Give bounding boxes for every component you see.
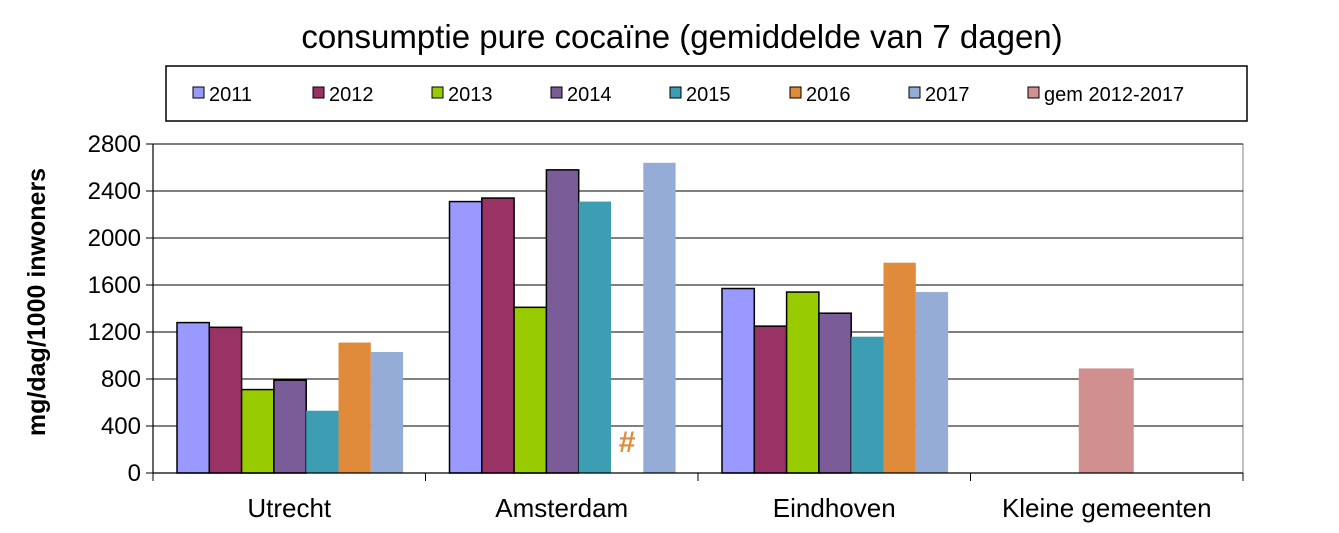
bar-utrecht-2011 bbox=[176, 321, 211, 474]
legend-swatch-2012 bbox=[312, 86, 325, 99]
category-label-eindhoven: Eindhoven bbox=[773, 493, 896, 523]
bar-utrecht-2015 bbox=[306, 410, 339, 473]
annotations: # bbox=[619, 426, 636, 459]
y-axis-label: mg/dag/1000 inwoners bbox=[23, 168, 51, 436]
bar-eindhoven-2012 bbox=[753, 325, 788, 474]
y-tick-label: 1200 bbox=[88, 319, 141, 346]
bar-amsterdam-2017 bbox=[643, 162, 676, 474]
y-tick-label: 2400 bbox=[88, 178, 141, 205]
legend-swatch-2011 bbox=[192, 86, 205, 99]
legend-label-2011: 2011 bbox=[209, 84, 252, 106]
y-tick-labels: 0 400 800 1200 1600 2000 2400 2800 bbox=[88, 131, 141, 487]
y-tick-label: 0 bbox=[128, 460, 141, 487]
bar-amsterdam-2011 bbox=[448, 200, 483, 474]
bar-eindhoven-2013 bbox=[785, 291, 820, 474]
bar-eindhoven-2017 bbox=[915, 292, 949, 473]
legend-swatch-2015 bbox=[669, 86, 682, 99]
x-category-labels: Utrecht Amsterdam Eindhoven Kleine gemeente… bbox=[247, 493, 1211, 523]
legend-label-gem-2012-2017: gem 2012-2017 bbox=[1044, 84, 1184, 106]
bar-utrecht-2016 bbox=[338, 342, 371, 473]
y-tick-label: 2000 bbox=[88, 225, 141, 252]
legend-label-2016: 2016 bbox=[806, 84, 851, 106]
y-tick-label: 2800 bbox=[88, 131, 141, 158]
category-label-amsterdam: Amsterdam bbox=[495, 493, 628, 523]
axes bbox=[146, 143, 1244, 481]
legend-box bbox=[165, 65, 1248, 122]
legend-swatch-2014 bbox=[550, 86, 563, 99]
legend-swatch-2016 bbox=[789, 86, 802, 99]
bar-amsterdam-2012 bbox=[481, 197, 515, 474]
chart-title: consumptie pure cocaïne (gemiddelde van … bbox=[301, 18, 1062, 55]
y-tick-label: 400 bbox=[101, 413, 141, 440]
legend-label-2012: 2012 bbox=[329, 84, 374, 106]
bar-utrecht-2017 bbox=[370, 351, 404, 473]
legend: 2011 2012 2013 2014 2015 2016 2017 gem 2012-201… bbox=[192, 84, 1184, 106]
category-label-kleine-gemeenten: Kleine gemeenten bbox=[1002, 493, 1212, 523]
legend-label-2014: 2014 bbox=[567, 84, 612, 106]
bar-utrecht-2012 bbox=[208, 326, 243, 474]
bar-utrecht-2013 bbox=[240, 388, 275, 474]
bar-utrecht-2014 bbox=[273, 379, 307, 474]
bar-eindhoven-2016 bbox=[883, 262, 916, 473]
legend-label-2013: 2013 bbox=[448, 84, 493, 106]
bar-amsterdam-2014 bbox=[545, 169, 580, 474]
category-label-utrecht: Utrecht bbox=[247, 493, 332, 523]
bar-amsterdam-2013 bbox=[513, 306, 548, 474]
y-tick-label: 800 bbox=[101, 366, 141, 393]
bar-eindhoven-2014 bbox=[818, 312, 852, 474]
bar-kleine-gemeenten-gem-2012-2017 bbox=[1078, 368, 1134, 473]
bar-amsterdam-2015 bbox=[578, 201, 611, 473]
legend-label-2017: 2017 bbox=[925, 84, 970, 106]
bar-eindhoven-2015 bbox=[851, 336, 884, 473]
bar-eindhoven-2011 bbox=[721, 287, 756, 474]
legend-swatch-2017 bbox=[908, 86, 921, 99]
y-tick-label: 1600 bbox=[88, 272, 141, 299]
annotation-missing-marker: # bbox=[619, 426, 636, 459]
legend-swatch-2013 bbox=[431, 86, 444, 99]
legend-label-2015: 2015 bbox=[686, 84, 731, 106]
legend-swatch-gem-2012-2017 bbox=[1027, 86, 1040, 99]
bars bbox=[176, 162, 1134, 474]
